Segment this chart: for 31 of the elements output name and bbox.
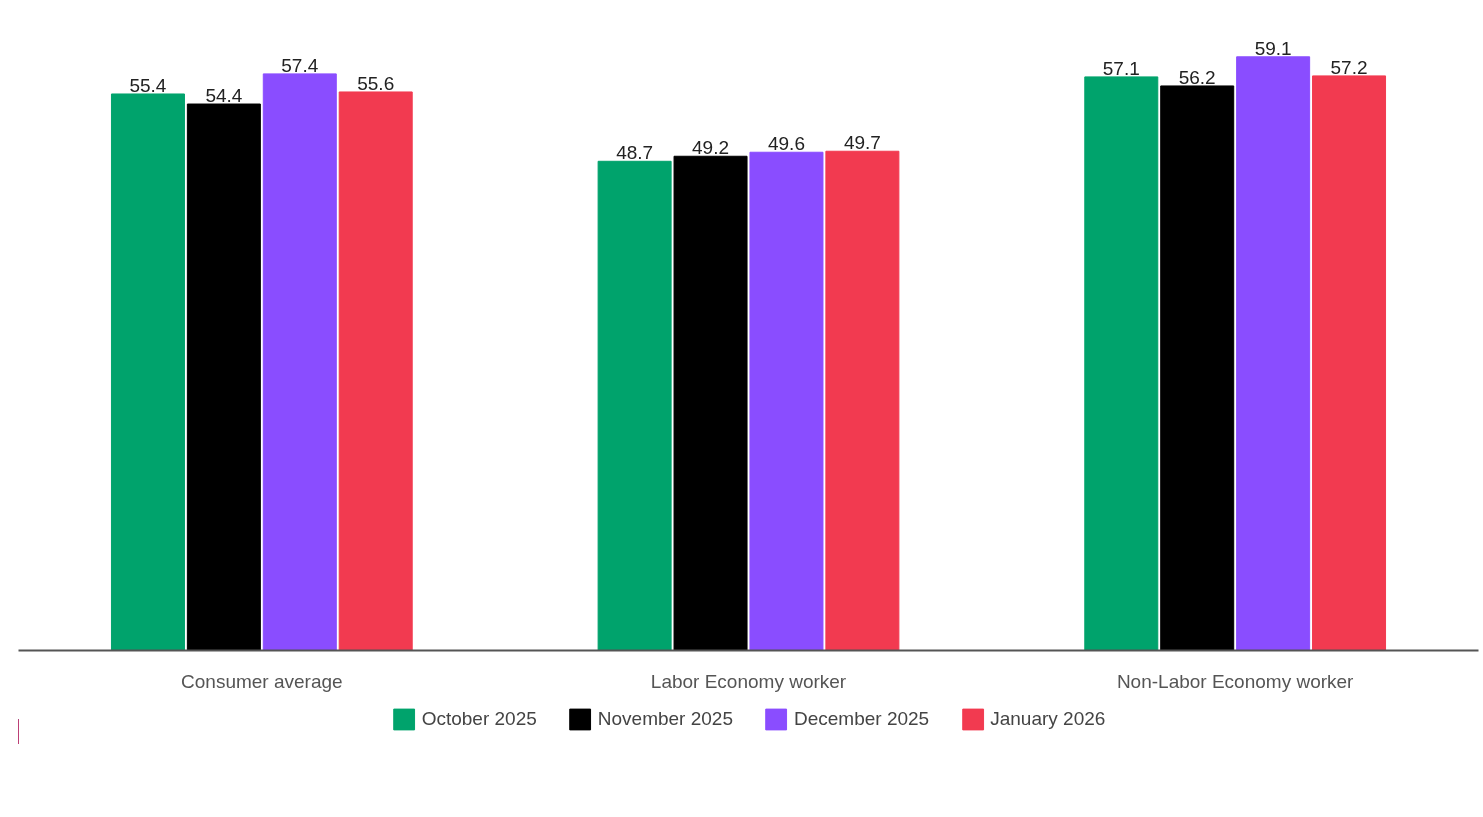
data-label: 57.2 xyxy=(1330,56,1368,78)
data-label: 54.4 xyxy=(205,85,243,107)
x-tick-label: Non-Labor Economy worker xyxy=(1116,670,1355,692)
x-tick-label: Consumer average xyxy=(181,670,343,692)
legend-label: November 2025 xyxy=(597,708,733,730)
legend-label: January 2026 xyxy=(990,708,1106,730)
bar xyxy=(825,150,900,651)
data-label: 55.6 xyxy=(357,72,395,94)
data-label: 59.1 xyxy=(1254,37,1292,59)
bar xyxy=(1160,85,1235,651)
bar xyxy=(673,155,748,651)
bar xyxy=(1312,75,1387,651)
data-label: 49.6 xyxy=(767,133,805,155)
bar xyxy=(110,93,185,651)
legend-label: October 2025 xyxy=(421,708,537,730)
bar xyxy=(749,151,824,651)
data-label: 48.7 xyxy=(616,142,654,164)
bar xyxy=(186,103,261,651)
bar xyxy=(1084,76,1159,651)
data-label: 56.2 xyxy=(1178,66,1216,88)
data-label: 49.2 xyxy=(692,137,730,159)
x-tick-label: Labor Economy worker xyxy=(650,670,847,692)
data-label: 49.7 xyxy=(843,132,881,154)
data-label: 55.4 xyxy=(129,74,167,96)
bar xyxy=(262,73,337,651)
legend-label: December 2025 xyxy=(793,708,930,730)
bar xyxy=(597,160,672,651)
bar xyxy=(1236,56,1311,651)
data-label: 57.4 xyxy=(281,54,319,76)
bar xyxy=(338,91,413,651)
data-label: 57.1 xyxy=(1102,57,1140,79)
